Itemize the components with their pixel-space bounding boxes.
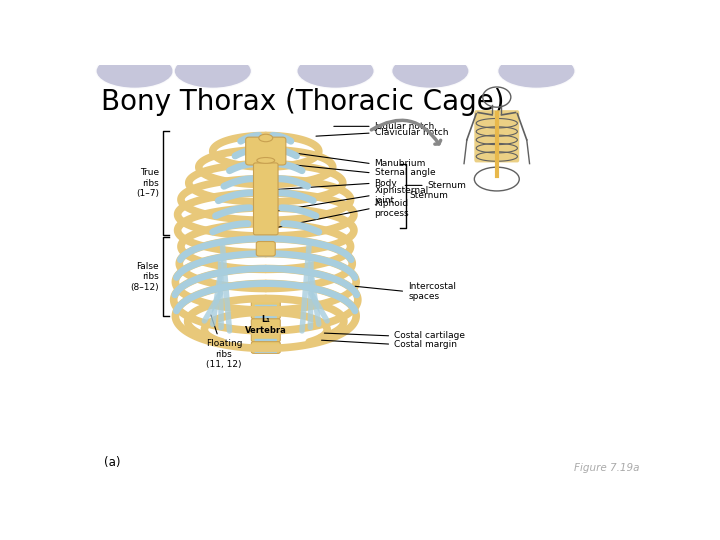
FancyBboxPatch shape — [251, 330, 280, 342]
Ellipse shape — [174, 53, 252, 89]
FancyBboxPatch shape — [256, 241, 275, 256]
Text: Clavicular notch: Clavicular notch — [374, 129, 448, 138]
Text: False
ribs
(8–12): False ribs (8–12) — [130, 262, 159, 292]
Text: Body: Body — [374, 179, 397, 188]
Text: Xiphisternal
joint: Xiphisternal joint — [374, 186, 429, 205]
Text: Xiphoid
process: Xiphoid process — [374, 199, 409, 218]
Ellipse shape — [297, 53, 374, 89]
Text: Intercostal
spaces: Intercostal spaces — [408, 282, 456, 301]
FancyBboxPatch shape — [255, 316, 277, 319]
Text: Manubrium: Manubrium — [374, 159, 426, 168]
Text: Sternum: Sternum — [410, 191, 449, 200]
Text: Sternum: Sternum — [428, 181, 467, 190]
Text: Costal margin: Costal margin — [394, 340, 457, 349]
Text: Figure 7.19a: Figure 7.19a — [574, 463, 639, 473]
Text: L₁
Vertebra: L₁ Vertebra — [245, 315, 287, 334]
Ellipse shape — [257, 158, 275, 163]
FancyBboxPatch shape — [246, 137, 286, 165]
FancyBboxPatch shape — [251, 319, 280, 330]
Text: Jugular notch: Jugular notch — [374, 122, 435, 131]
Text: (a): (a) — [104, 456, 120, 469]
Ellipse shape — [258, 134, 273, 141]
FancyBboxPatch shape — [251, 296, 280, 308]
FancyBboxPatch shape — [255, 350, 277, 353]
FancyBboxPatch shape — [474, 110, 519, 163]
FancyBboxPatch shape — [251, 307, 280, 319]
Ellipse shape — [392, 53, 469, 89]
Text: Bony Thorax (Thoracic Cage): Bony Thorax (Thoracic Cage) — [101, 87, 505, 116]
FancyBboxPatch shape — [255, 328, 277, 330]
FancyBboxPatch shape — [253, 163, 278, 235]
FancyBboxPatch shape — [251, 342, 280, 353]
FancyBboxPatch shape — [255, 339, 277, 341]
Text: Floating
ribs
(11, 12): Floating ribs (11, 12) — [206, 315, 242, 369]
Text: Costal cartilage: Costal cartilage — [394, 332, 465, 340]
Text: True
ribs
(1–7): True ribs (1–7) — [136, 168, 159, 198]
Ellipse shape — [96, 53, 174, 89]
Text: Sternal angle: Sternal angle — [374, 168, 435, 178]
FancyBboxPatch shape — [255, 305, 277, 307]
Ellipse shape — [498, 53, 575, 89]
